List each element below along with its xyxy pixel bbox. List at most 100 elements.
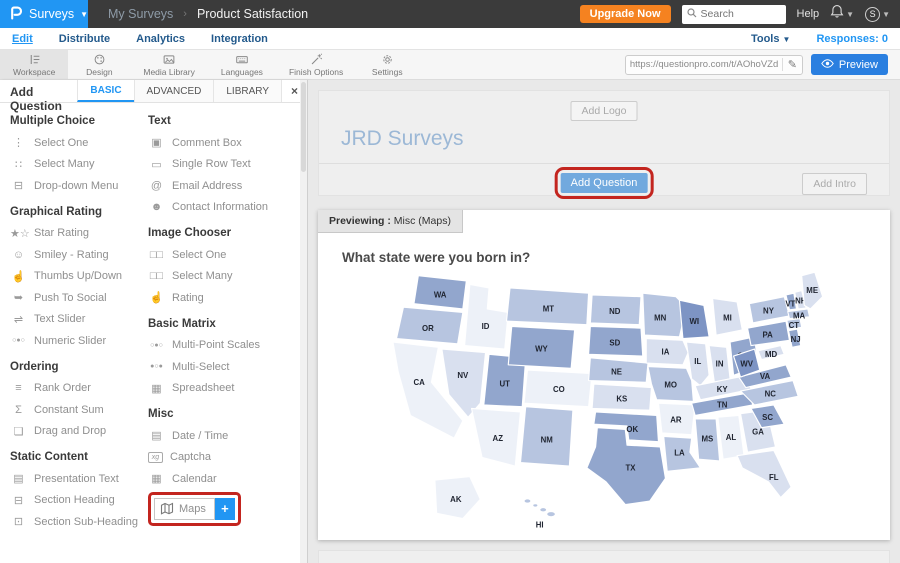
- state-MS[interactable]: [694, 418, 721, 462]
- question-type-numeric-slider[interactable]: ○●○ Numeric Slider: [10, 330, 148, 352]
- question-type-section-sub-heading[interactable]: ⊡ Section Sub-Heading: [10, 511, 148, 533]
- state-HI[interactable]: [532, 503, 539, 508]
- preview-button[interactable]: Preview: [810, 54, 888, 75]
- question-type-thumbs-up-down[interactable]: ☝ Thumbs Up/Down: [10, 266, 148, 288]
- state-NE[interactable]: [588, 357, 649, 383]
- question-type-single-row-text[interactable]: ▭ Single Row Text: [148, 154, 298, 176]
- state-NH[interactable]: [794, 290, 807, 310]
- question-type-star-rating[interactable]: ★☆ Star Rating: [10, 223, 148, 245]
- state-AL[interactable]: [717, 414, 745, 460]
- nav-tab-analytics[interactable]: Analytics: [136, 32, 186, 45]
- state-TN[interactable]: [691, 392, 754, 417]
- panel-tab-library[interactable]: LIBRARY: [213, 80, 281, 102]
- survey-title[interactable]: JRD Surveys: [341, 127, 464, 150]
- tools-menu[interactable]: Tools ▼: [750, 32, 791, 45]
- state-SD[interactable]: [588, 325, 644, 357]
- state-NM[interactable]: [520, 406, 574, 467]
- state-HI[interactable]: [546, 510, 557, 518]
- toolbar-tab-finish-options[interactable]: Finish Options: [276, 50, 356, 79]
- question-type-rating[interactable]: ☝ Rating: [148, 287, 298, 309]
- state-LA[interactable]: [663, 435, 702, 472]
- nav-tab-edit[interactable]: Edit: [12, 32, 33, 45]
- question-type-email-address[interactable]: @ Email Address: [148, 175, 298, 197]
- state-FL[interactable]: [736, 449, 792, 499]
- panel-tab-advanced[interactable]: ADVANCED: [133, 80, 214, 102]
- state-CT[interactable]: [786, 317, 803, 330]
- state-OK[interactable]: [593, 411, 660, 443]
- account-menu[interactable]: S ▼: [865, 6, 890, 22]
- panel-scrollbar[interactable]: [300, 80, 307, 563]
- question-type-rank-order[interactable]: ≡ Rank Order: [10, 378, 148, 400]
- state-IA[interactable]: [645, 338, 689, 366]
- survey-url-input[interactable]: [625, 59, 782, 70]
- upgrade-now-button[interactable]: Upgrade Now: [579, 5, 671, 23]
- add-intro-button[interactable]: Add Intro: [802, 173, 867, 195]
- state-IN[interactable]: [708, 345, 731, 383]
- questionpro-logo-menu[interactable]: Surveys ▼: [0, 0, 88, 28]
- state-WV[interactable]: [733, 348, 761, 378]
- state-SC[interactable]: [750, 404, 785, 429]
- state-IL[interactable]: [685, 341, 710, 387]
- header-search[interactable]: [681, 4, 786, 24]
- nav-tab-integration[interactable]: Integration: [211, 32, 268, 45]
- question-type-push-to-social[interactable]: ➥ Push To Social: [10, 287, 148, 309]
- question-type-multi-point-scales[interactable]: ○●○ Multi-Point Scales: [148, 335, 298, 357]
- question-type-date-time[interactable]: ▤ Date / Time: [148, 425, 298, 447]
- state-CO[interactable]: [523, 369, 593, 408]
- question-type-constant-sum[interactable]: Σ Constant Sum: [10, 399, 148, 421]
- question-type-text-slider[interactable]: ⇌ Text Slider: [10, 309, 148, 331]
- state-ME[interactable]: [801, 271, 824, 310]
- question-type-maps[interactable]: Maps: [154, 497, 215, 520]
- state-MI[interactable]: [712, 297, 743, 336]
- state-TX[interactable]: [586, 427, 667, 506]
- state-AR[interactable]: [658, 402, 696, 436]
- add-maps-question-button[interactable]: +: [214, 497, 235, 520]
- state-CA[interactable]: [392, 341, 464, 439]
- state-NJ[interactable]: [788, 328, 802, 348]
- panel-tab-basic[interactable]: BASIC: [77, 80, 134, 102]
- question-type-comment-box[interactable]: ▣ Comment Box: [148, 132, 298, 154]
- breadcrumb-my-surveys[interactable]: My Surveys: [108, 7, 174, 21]
- toolbar-tab-languages[interactable]: Languages: [208, 50, 276, 79]
- close-icon[interactable]: ×: [281, 80, 307, 102]
- toolbar-tab-media-library[interactable]: Media Library: [130, 50, 208, 79]
- state-WI[interactable]: [678, 299, 710, 340]
- question-type-spreadsheet[interactable]: ▦ Spreadsheet: [148, 378, 298, 400]
- question-type-contact-information[interactable]: ☻ Contact Information: [148, 197, 298, 219]
- question-type-drag-and-drop[interactable]: ❏ Drag and Drop: [10, 421, 148, 443]
- state-ID[interactable]: [464, 283, 509, 350]
- state-OR[interactable]: [396, 306, 464, 345]
- question-type-smiley-rating[interactable]: ☺ Smiley - Rating: [10, 244, 148, 266]
- question-type-captcha[interactable]: xg Captcha: [148, 447, 298, 469]
- question-type-presentation-text[interactable]: ▤ Presentation Text: [10, 468, 148, 490]
- state-WA[interactable]: [413, 275, 468, 310]
- state-MA[interactable]: [787, 308, 811, 320]
- question-type-select-one[interactable]: ⋮ Select One: [10, 132, 148, 154]
- state-PA[interactable]: [747, 320, 791, 347]
- state-WY[interactable]: [507, 325, 576, 369]
- search-input[interactable]: [700, 8, 775, 20]
- nav-tab-distribute[interactable]: Distribute: [58, 32, 111, 45]
- question-type-select-many[interactable]: ∷ Select Many: [10, 154, 148, 176]
- state-MO[interactable]: [647, 365, 695, 403]
- state-ND[interactable]: [589, 294, 642, 326]
- question-type-section-heading[interactable]: ⊟ Section Heading: [10, 490, 148, 512]
- state-AK[interactable]: [434, 476, 481, 520]
- state-KS[interactable]: [591, 383, 653, 411]
- state-HI[interactable]: [539, 507, 548, 513]
- add-question-button[interactable]: Add Question: [560, 173, 648, 193]
- state-MD[interactable]: [757, 345, 785, 361]
- question-type-multi-select[interactable]: ●○● Multi-Select: [148, 356, 298, 378]
- question-type-drop-down-menu[interactable]: ⊟ Drop-down Menu: [10, 175, 148, 197]
- state-HI[interactable]: [523, 498, 532, 504]
- question-type-calendar[interactable]: ▦ Calendar: [148, 468, 298, 490]
- state-NY[interactable]: [748, 296, 791, 324]
- state-MT[interactable]: [506, 287, 590, 326]
- toolbar-tab-settings[interactable]: Settings: [356, 50, 418, 79]
- question-type-select-many[interactable]: □□ Select Many: [148, 266, 298, 288]
- state-VA[interactable]: [738, 364, 792, 389]
- toolbar-tab-design[interactable]: Design: [68, 50, 130, 79]
- edit-url-pencil-icon[interactable]: ✎: [781, 58, 802, 71]
- help-link[interactable]: Help: [796, 8, 820, 20]
- state-NC[interactable]: [740, 379, 799, 406]
